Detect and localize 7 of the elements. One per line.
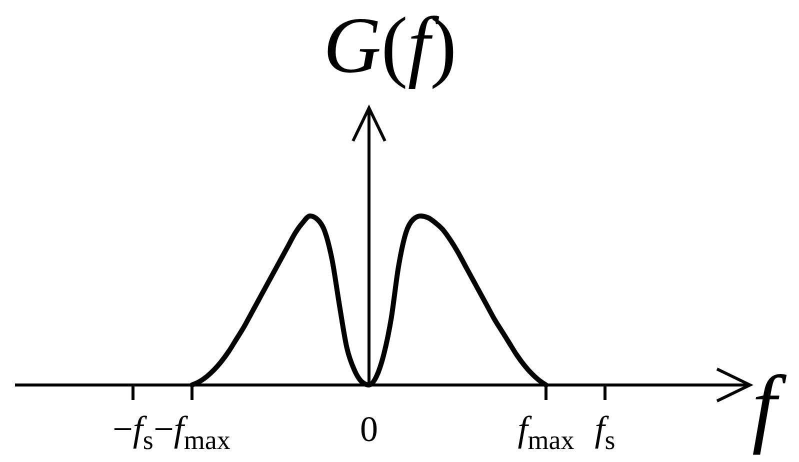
x-tick-label: 0 bbox=[360, 409, 378, 449]
y-axis-title: G(f) bbox=[323, 2, 457, 90]
x-tick-label: f$_{max}$ bbox=[518, 409, 575, 456]
x-tick-label: −f$_{max}$ bbox=[154, 409, 231, 456]
x-axis-title: f bbox=[752, 359, 787, 456]
x-tick-label: f$_{s}$ bbox=[594, 409, 616, 456]
x-tick-label: −f$_{s}$ bbox=[112, 409, 154, 456]
